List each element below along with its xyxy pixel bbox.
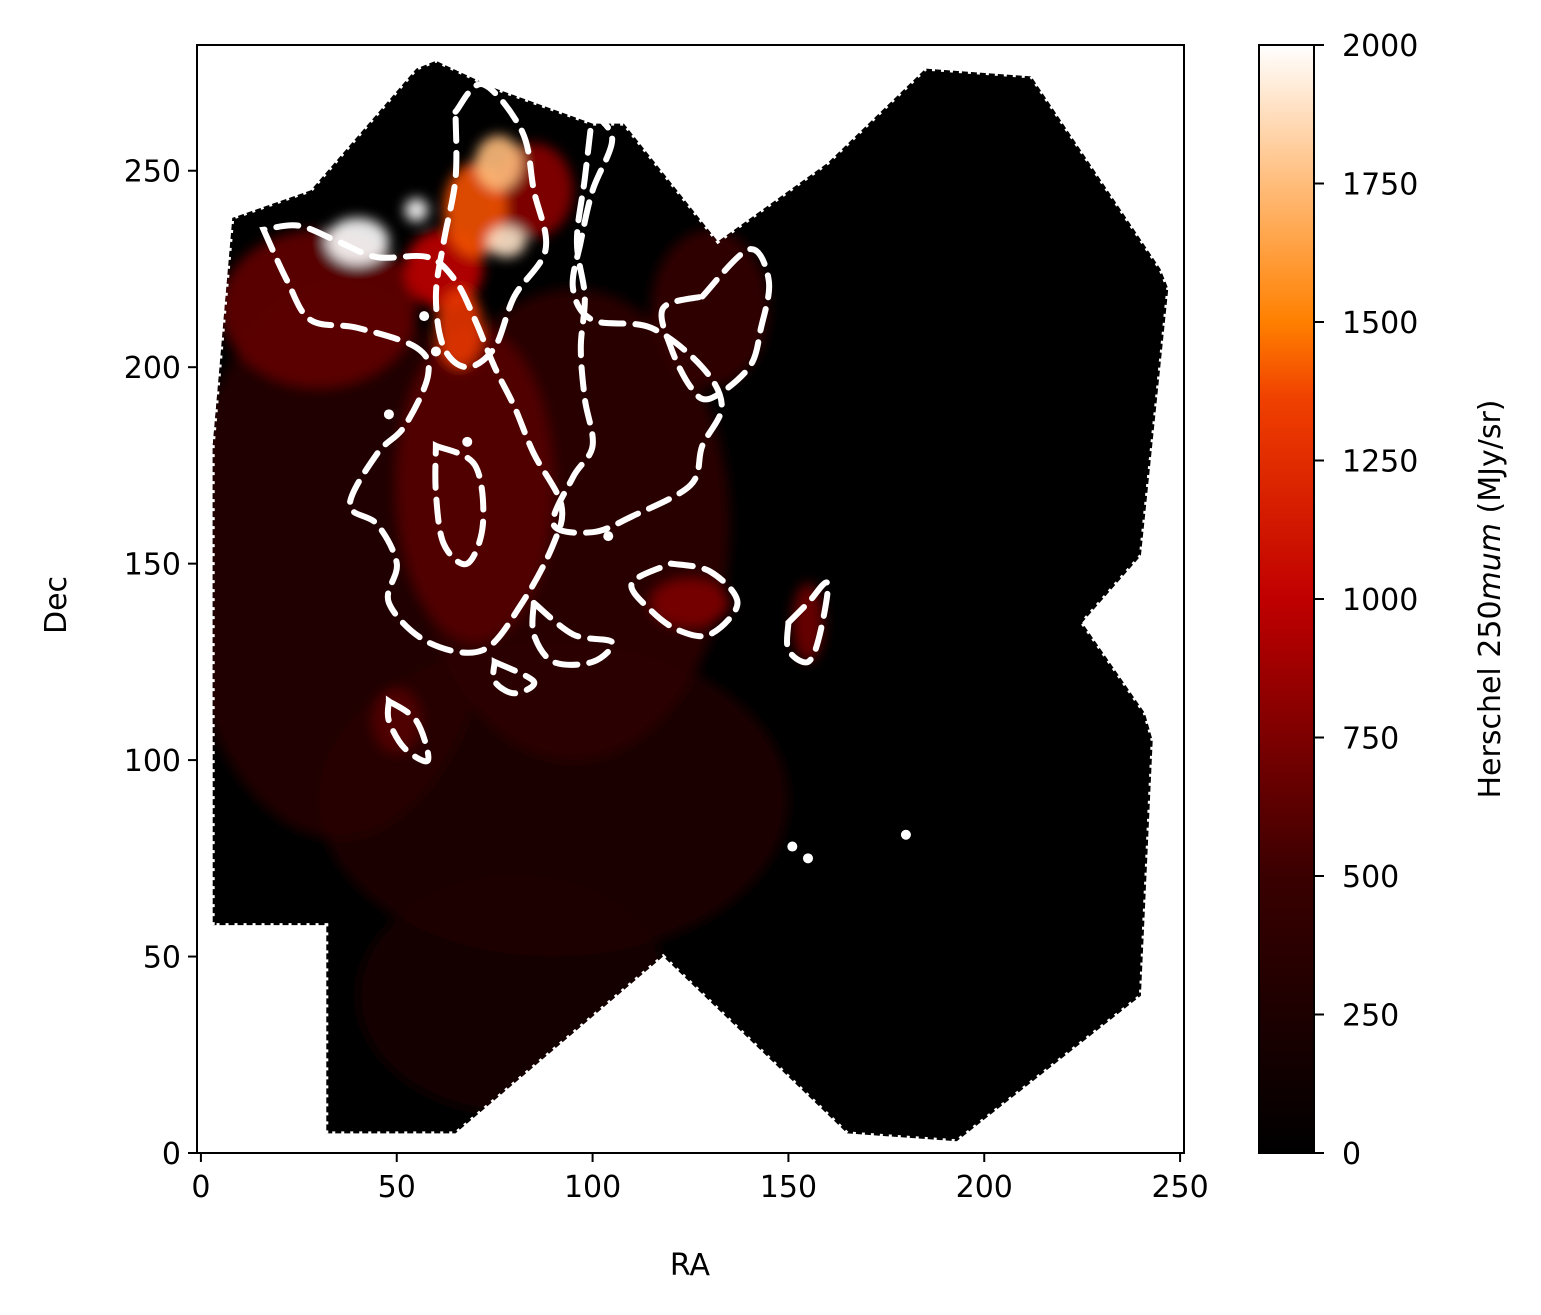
point-source [787,841,798,852]
x-tick-label: 200 [956,1170,1013,1205]
emission-region [475,135,523,191]
x-tick-label: 50 [378,1170,416,1205]
contour-line [783,579,831,666]
y-tick-label: 0 [162,1137,181,1172]
point-source [430,346,441,357]
point-source-group [383,311,911,864]
colorbar-tick-label: 0 [1342,1137,1361,1172]
y-tick-label: 50 [143,941,181,976]
colorbar-tick-label: 1000 [1342,583,1418,618]
colorbar-tick-label: 1250 [1342,445,1418,480]
point-source [900,829,911,840]
contour-group [259,81,831,765]
y-tick-label: 100 [124,744,181,779]
emission-region [326,217,389,266]
intensity-map [212,60,1169,1142]
point-source [383,409,394,420]
contour-line [432,81,550,371]
contour-line [550,103,725,536]
y-tick-label: 250 [124,155,181,190]
contour-line [490,657,538,697]
point-source [462,436,473,447]
colorbar-label-text: Herschel 250 [1473,600,1508,798]
x-tick-label: 0 [191,1170,210,1205]
plot-area [196,44,1185,1154]
y-axis: 0 50 100 150 200 250 [124,155,197,1172]
point-source [803,853,813,864]
colorbar: 0 250 500 750 1000 1250 1500 1750 2000 Herschel … [1258,29,1508,1172]
colorbar-tick-label: 500 [1342,860,1399,895]
colorbar-label-unit: (MJy/sr) [1473,399,1508,523]
colorbar-tick-label: 2000 [1342,29,1418,64]
y-tick-label: 150 [124,548,181,583]
y-axis-label: Dec [39,576,74,634]
emission-region [792,583,824,662]
colorbar-tick-label: 1750 [1342,168,1418,203]
contour-line [658,246,773,403]
colorbar-gradient [1258,44,1315,1154]
contour-line [432,440,487,568]
x-tick-label: 150 [760,1170,817,1205]
emission-region [220,229,417,387]
colorbar-tick-label: 1500 [1342,306,1418,341]
colorbar-ticks: 0 250 500 750 1000 1250 1500 1750 2000 [1314,29,1418,1172]
point-source [603,531,614,542]
x-tick-label: 250 [1151,1170,1208,1205]
colorbar-tick-label: 750 [1342,722,1399,757]
colorbar-label: Herschel 250mum (MJy/sr) [1473,399,1508,798]
colorbar-tick-label: 250 [1342,999,1399,1034]
contour-line [384,695,432,765]
y-tick-label: 200 [124,351,181,386]
emission-region [486,225,526,258]
x-tick-label: 100 [564,1170,621,1205]
emission-region [651,579,730,627]
colorbar-label-math: mum [1473,523,1508,600]
x-axis-label: RA [670,1248,711,1283]
emission-region [404,198,429,222]
contour-line [529,596,616,668]
contour-line [628,560,741,640]
emission-region [396,327,554,643]
point-source [419,311,430,322]
x-axis: 0 50 100 150 200 250 [191,1153,1209,1205]
plot-frame [196,44,1185,1154]
emission-region [373,689,421,753]
